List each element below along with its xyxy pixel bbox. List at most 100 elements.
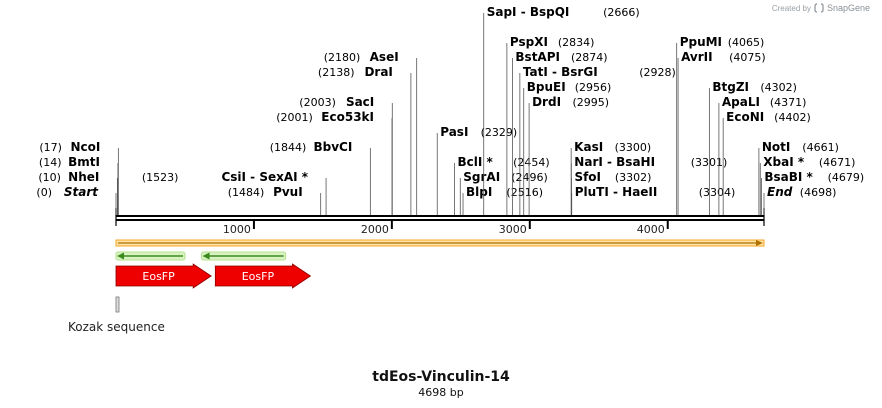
site-position: (2995) bbox=[573, 96, 610, 109]
site-position: (3300) bbox=[615, 141, 652, 154]
site-position: (4402) bbox=[774, 111, 811, 124]
site-label: BstAPI (2874) bbox=[515, 50, 607, 64]
site-name: BsaBI * bbox=[764, 170, 813, 184]
site-position: (4065) bbox=[728, 36, 765, 49]
site-name: NotI bbox=[762, 140, 791, 154]
site-label: SacI (2003) bbox=[299, 95, 374, 109]
site-name: BlpI bbox=[466, 185, 492, 199]
site-name: KasI bbox=[574, 140, 603, 154]
site-position: (2516) bbox=[506, 186, 543, 199]
site-position: (1484) bbox=[228, 186, 265, 199]
site-name: SacI bbox=[346, 95, 374, 109]
site-position: (3302) bbox=[615, 171, 652, 184]
plasmid-name: tdEos-Vinculin-14 bbox=[372, 369, 510, 385]
credit-brand: SnapGene bbox=[826, 3, 870, 13]
ruler-tick-label: 4000 bbox=[637, 223, 665, 236]
site-label: TatI - BsrGI (2928) bbox=[523, 65, 676, 79]
site-name: BbvCI bbox=[314, 140, 353, 154]
site-label: NcoI (17) bbox=[39, 140, 100, 154]
site-name: NheI bbox=[68, 170, 99, 184]
site-position: (2928) bbox=[639, 66, 676, 79]
site-name: PspXI bbox=[510, 35, 548, 49]
site-label: CsiI - SexAI * (1523) bbox=[142, 170, 309, 184]
green-feature-arrowhead bbox=[117, 252, 124, 260]
site-name: Eco53kI bbox=[321, 110, 374, 124]
site-position: (4661) bbox=[802, 141, 839, 154]
site-label: XbaI * (4671) bbox=[763, 155, 855, 169]
site-position: (2666) bbox=[603, 6, 640, 19]
cds-arrow-eosfp bbox=[115, 263, 212, 289]
site-name: BclI * bbox=[457, 155, 493, 169]
ruler-tick-label: 3000 bbox=[499, 223, 527, 236]
site-position: (2834) bbox=[558, 36, 595, 49]
site-name: AvrII bbox=[681, 50, 713, 64]
site-position: (4302) bbox=[760, 81, 797, 94]
site-position: (4671) bbox=[819, 156, 856, 169]
site-name: XbaI * bbox=[763, 155, 805, 169]
site-name: BpuEI bbox=[527, 80, 566, 94]
ruler-tick-label: 1000 bbox=[223, 223, 251, 236]
site-name: CsiI - SexAI * bbox=[221, 170, 308, 184]
site-name: PpuMI bbox=[680, 35, 722, 49]
site-position: (14) bbox=[39, 156, 62, 169]
site-position: (17) bbox=[39, 141, 62, 154]
site-label: PspXI (2834) bbox=[510, 35, 595, 49]
site-label: NarI - BsaHI (3301) bbox=[574, 155, 727, 169]
site-label: BpuEI (2956) bbox=[527, 80, 612, 94]
site-name: AseI bbox=[370, 50, 399, 64]
site-label: KasI (3300) bbox=[574, 140, 651, 154]
site-label: PluTI - HaeII (3304) bbox=[575, 185, 736, 199]
site-label: BsaBI * (4679) bbox=[764, 170, 864, 184]
site-label: PasI (2329) bbox=[440, 125, 517, 139]
site-name: NarI - BsaHI bbox=[574, 155, 655, 169]
snapgene-credit: Created by SnapGene bbox=[772, 3, 870, 13]
snapgene-logo-icon bbox=[814, 3, 824, 13]
site-name: BmtI bbox=[68, 155, 100, 169]
site-position: (4075) bbox=[729, 51, 766, 64]
site-name: DrdI bbox=[532, 95, 561, 109]
cds-label: EosFP bbox=[242, 270, 275, 283]
site-position: (0) bbox=[36, 186, 52, 199]
site-label: AvrII (4075) bbox=[681, 50, 766, 64]
site-name: PluTI - HaeII bbox=[575, 185, 658, 199]
site-label: AseI (2180) bbox=[324, 50, 399, 64]
site-name: SapI - BspQI bbox=[487, 5, 570, 19]
site-label: SgrAI (2496) bbox=[463, 170, 548, 184]
site-label: Eco53kI (2001) bbox=[276, 110, 374, 124]
site-position: (2180) bbox=[324, 51, 361, 64]
site-name: DraI bbox=[364, 65, 392, 79]
kozak-label: Kozak sequence bbox=[68, 320, 165, 334]
site-position: (2454) bbox=[513, 156, 550, 169]
site-label: Start (0) bbox=[36, 185, 99, 199]
site-position: (4679) bbox=[828, 171, 865, 184]
site-name: NcoI bbox=[70, 140, 100, 154]
cds-arrow-eosfp bbox=[214, 263, 312, 289]
green-feature-arrowhead bbox=[202, 252, 210, 260]
site-position: (2874) bbox=[571, 51, 608, 64]
site-label: BtgZI (4302) bbox=[712, 80, 797, 94]
site-label: BmtI (14) bbox=[39, 155, 100, 169]
site-name: TatI - BsrGI bbox=[523, 65, 598, 79]
site-label: SfoI (3302) bbox=[574, 170, 651, 184]
site-position: (2001) bbox=[276, 111, 313, 124]
site-position: (4698) bbox=[800, 186, 837, 199]
site-name: Start bbox=[64, 185, 99, 199]
site-label: NheI (10) bbox=[38, 170, 99, 184]
site-position: (2496) bbox=[511, 171, 548, 184]
site-position: (1844) bbox=[270, 141, 307, 154]
site-name: BtgZI bbox=[712, 80, 749, 94]
site-label: DraI (2138) bbox=[318, 65, 393, 79]
ruler-tick-label: 2000 bbox=[361, 223, 389, 236]
site-label: ApaLI (4371) bbox=[722, 95, 807, 109]
site-label: SapI - BspQI (2666) bbox=[487, 5, 640, 19]
site-label: BlpI (2516) bbox=[466, 185, 543, 199]
site-position: (2138) bbox=[318, 66, 355, 79]
site-name: SfoI bbox=[574, 170, 601, 184]
site-label: NotI (4661) bbox=[762, 140, 839, 154]
plasmid-length: 4698 bp bbox=[418, 386, 464, 399]
site-position: (2003) bbox=[299, 96, 336, 109]
kozak-marker bbox=[115, 296, 120, 313]
site-label: DrdI (2995) bbox=[532, 95, 609, 109]
site-position: (2956) bbox=[575, 81, 612, 94]
